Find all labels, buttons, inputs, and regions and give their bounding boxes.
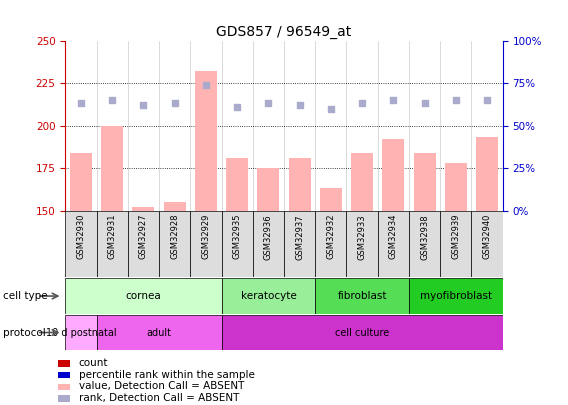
Text: myofibroblast: myofibroblast [420,291,492,301]
Point [76,100,86,107]
Bar [97,211,128,277]
Bar [164,202,186,211]
Point [358,100,367,107]
Point [264,100,273,107]
Text: adult: adult [147,328,172,337]
Bar [65,211,97,277]
Bar [222,315,503,350]
Point [451,97,460,103]
Bar [409,211,440,277]
Text: GSM32937: GSM32937 [295,214,304,260]
Bar [132,207,154,211]
Bar [471,211,503,277]
Text: GSM32932: GSM32932 [327,214,335,260]
Point [233,104,242,110]
Point [295,102,304,109]
Text: GSM32935: GSM32935 [233,214,241,260]
Text: GSM32927: GSM32927 [139,214,148,260]
Bar [382,139,404,211]
Bar [101,126,123,211]
Bar [159,211,190,277]
Point [139,102,148,109]
Bar [414,153,436,211]
Bar [59,384,70,390]
Bar [190,211,222,277]
Point [483,97,492,103]
Bar [284,211,315,277]
Point [170,100,179,107]
Bar [315,278,409,314]
Text: GSM32938: GSM32938 [420,214,429,260]
Point [389,97,398,103]
Text: value, Detection Call = ABSENT: value, Detection Call = ABSENT [78,382,244,391]
Bar [65,315,97,350]
Bar [409,278,503,314]
Bar [59,360,70,367]
Bar [128,211,159,277]
Text: GSM32936: GSM32936 [264,214,273,260]
Bar [440,211,471,277]
Bar [445,163,467,211]
Text: cornea: cornea [126,291,161,301]
Point [420,100,429,107]
Text: rank, Detection Call = ABSENT: rank, Detection Call = ABSENT [78,393,239,403]
Text: count: count [78,358,108,368]
Bar [97,315,222,350]
Bar [257,168,279,211]
Bar [222,278,315,314]
Text: GSM32933: GSM32933 [358,214,366,260]
Bar [253,211,284,277]
Bar [346,211,378,277]
Point [108,97,117,103]
Text: protocol: protocol [3,328,45,337]
Text: GSM32940: GSM32940 [483,214,491,259]
Bar [59,372,70,378]
Point [202,81,211,88]
Bar [59,395,70,402]
Text: GSM32931: GSM32931 [108,214,116,260]
Bar [222,211,253,277]
Bar [351,153,373,211]
Bar [378,211,409,277]
Text: cell culture: cell culture [335,328,389,337]
Bar [65,278,222,314]
Bar [226,158,248,211]
Text: cell type: cell type [3,291,48,301]
Text: GSM32934: GSM32934 [389,214,398,260]
Text: GSM32928: GSM32928 [170,214,179,260]
Bar [289,158,311,211]
Text: 10 d postnatal: 10 d postnatal [45,328,116,337]
Text: GSM32939: GSM32939 [452,214,460,260]
Bar [70,153,92,211]
Title: GDS857 / 96549_at: GDS857 / 96549_at [216,26,352,39]
Point [326,105,335,112]
Text: fibroblast: fibroblast [337,291,387,301]
Text: GSM32930: GSM32930 [77,214,85,260]
Bar [320,188,342,211]
Bar [315,211,346,277]
Bar [195,71,217,211]
Text: GSM32929: GSM32929 [202,214,210,259]
Text: percentile rank within the sample: percentile rank within the sample [78,370,254,380]
Text: keratocyte: keratocyte [240,291,296,301]
Bar [476,137,498,211]
